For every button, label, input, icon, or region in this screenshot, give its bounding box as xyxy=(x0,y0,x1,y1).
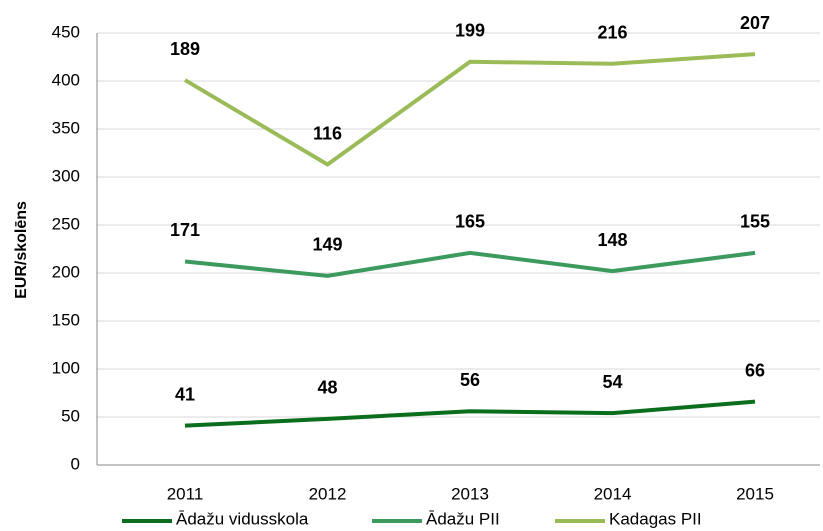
y-tick-label: 450 xyxy=(52,22,80,41)
data-label: 207 xyxy=(740,13,770,33)
data-label: 116 xyxy=(313,123,342,143)
y-axis-title: EUR/skolēns xyxy=(13,201,30,299)
x-tick-label: 2013 xyxy=(451,484,489,503)
y-tick-label: 50 xyxy=(61,406,80,425)
legend-label: Kadagas PII xyxy=(609,509,702,528)
data-label: 155 xyxy=(740,212,770,232)
series-line xyxy=(184,399,756,428)
data-label: 216 xyxy=(597,22,627,42)
legend-label: Ādažu PII xyxy=(426,509,500,528)
y-tick-label: 0 xyxy=(71,454,80,473)
x-tick-label: 2011 xyxy=(167,484,204,503)
x-tick-label: 2012 xyxy=(309,484,347,503)
data-label: 189 xyxy=(170,39,200,59)
y-tick-label: 100 xyxy=(52,358,80,377)
y-tick-label: 150 xyxy=(52,310,80,329)
data-label: 171 xyxy=(170,220,200,240)
series-line xyxy=(184,250,756,278)
legend-label: Ādažu vidusskola xyxy=(176,509,309,528)
data-label: 54 xyxy=(602,372,622,392)
y-tick-label: 350 xyxy=(52,118,80,137)
data-label: 66 xyxy=(745,360,765,380)
y-tick-label: 200 xyxy=(52,262,80,281)
data-label: 56 xyxy=(460,370,480,390)
data-label: 48 xyxy=(317,378,337,398)
series-line xyxy=(183,52,756,167)
data-label: 41 xyxy=(175,384,195,404)
x-tick-label: 2015 xyxy=(736,484,774,503)
data-label: 149 xyxy=(312,235,342,255)
data-label: 148 xyxy=(597,230,627,250)
y-tick-label: 250 xyxy=(52,214,80,233)
x-tick-label: 2014 xyxy=(594,484,632,503)
data-label: 165 xyxy=(455,212,485,232)
data-label: 199 xyxy=(455,21,485,41)
y-tick-label: 300 xyxy=(52,166,80,185)
y-tick-label: 400 xyxy=(52,70,80,89)
